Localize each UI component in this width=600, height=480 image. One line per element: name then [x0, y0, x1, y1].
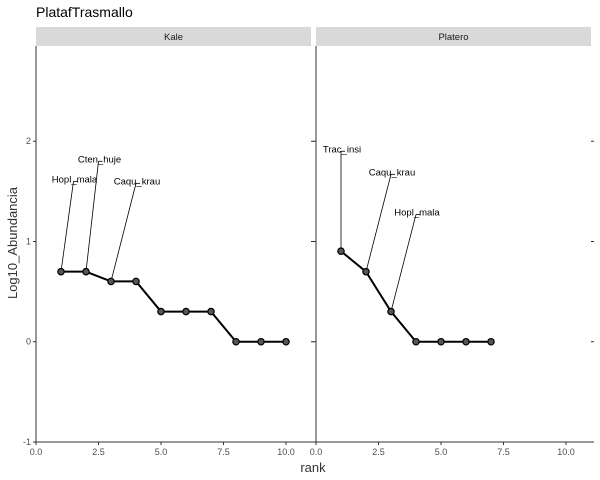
panel-platero: Platero 0.0 2.5 5.0 7.5 10.0 Trac_insi Caqu_kra… — [310, 27, 594, 457]
species-label: Hopl_mala — [52, 174, 98, 185]
species-label: Caqu_krau — [369, 167, 415, 178]
y-axis-title: Log10_Abundancia — [5, 186, 20, 299]
facet-strip-label: Kale — [164, 32, 183, 43]
species-label: Cten_huje — [78, 154, 121, 165]
x-tick-label: 0.0 — [30, 447, 43, 457]
data-point — [132, 277, 140, 286]
series-line — [340, 250, 491, 343]
label-leader-line — [85, 161, 99, 272]
data-point — [462, 337, 470, 346]
data-point — [107, 277, 115, 286]
data-point — [412, 337, 420, 346]
y-tick-label: 0 — [26, 337, 31, 347]
facet-strip — [316, 27, 591, 46]
x-tick-label: 7.5 — [497, 447, 510, 457]
y-tick-label: 2 — [26, 136, 31, 146]
label-leader-line — [390, 214, 417, 312]
x-tick-label: 10.0 — [557, 447, 575, 457]
series-line — [61, 270, 286, 343]
data-point — [82, 267, 90, 276]
data-point — [437, 337, 445, 346]
chart-title: PlatafTrasmallo — [36, 4, 133, 20]
x-tick-label: 2.5 — [92, 447, 105, 457]
data-point — [387, 307, 395, 316]
x-tick-label: 7.5 — [217, 447, 230, 457]
data-point — [282, 337, 290, 346]
label-leader-line — [60, 181, 74, 272]
facet-strip-label: Platero — [438, 32, 468, 43]
data-point — [337, 247, 345, 256]
species-label: Hopl_mala — [394, 207, 440, 218]
x-axis-title: rank — [300, 460, 326, 475]
x-tick-label: 0.0 — [310, 447, 323, 457]
data-point — [232, 337, 240, 346]
data-point — [487, 337, 495, 346]
data-point — [182, 307, 190, 316]
species-label: Trac_insi — [323, 144, 361, 155]
label-leader-line — [365, 174, 392, 272]
x-tick-label: 5.0 — [155, 447, 168, 457]
data-point — [57, 267, 65, 276]
data-point — [362, 267, 370, 276]
x-tick-label: 5.0 — [435, 447, 448, 457]
panel-kale: Kale -1 0 1 2 0.0 2.5 5.0 7.5 10.0 Hopl_mala Cten_h… — [23, 27, 314, 457]
y-tick-label: -1 — [23, 437, 31, 447]
x-tick-label: 10.0 — [277, 447, 295, 457]
data-point — [207, 307, 215, 316]
x-tick-label: 2.5 — [372, 447, 385, 457]
data-point — [257, 337, 265, 346]
facet-strip — [36, 27, 311, 46]
data-point — [157, 307, 165, 316]
label-leader-line — [110, 183, 137, 282]
species-label: Caqu_krau — [114, 176, 160, 187]
y-tick-label: 1 — [26, 236, 31, 246]
